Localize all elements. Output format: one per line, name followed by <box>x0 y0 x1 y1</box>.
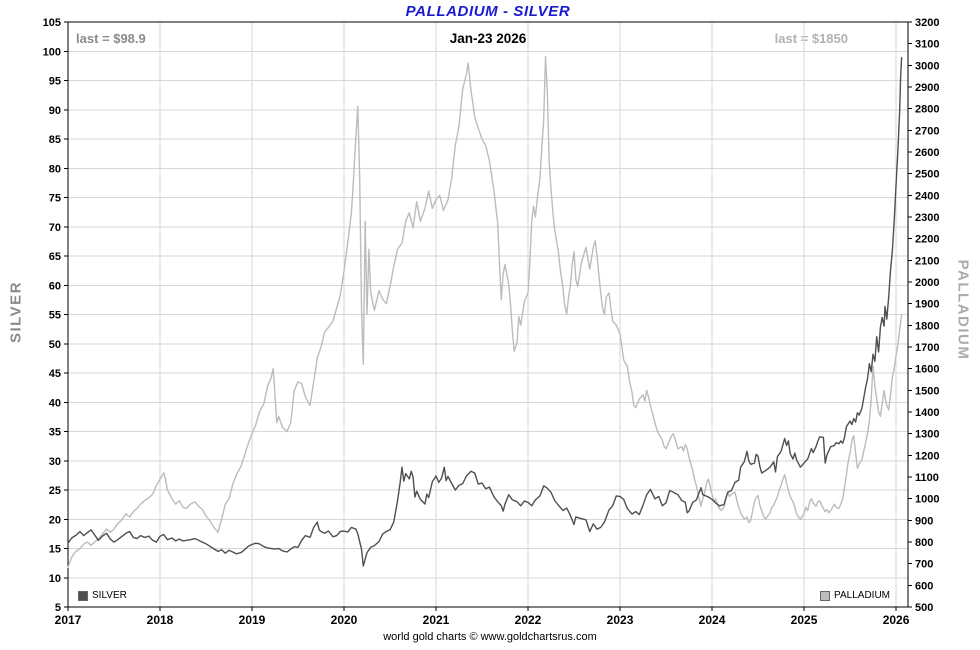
right-tick-label: 1900 <box>915 299 939 311</box>
right-tick-label: 2700 <box>915 125 939 137</box>
silver-legend-label: SILVER <box>92 590 127 601</box>
left-tick-label: 15 <box>49 544 61 556</box>
right-tick-label: 2600 <box>915 147 939 159</box>
x-tick-label: 2022 <box>515 613 542 627</box>
right-tick-label: 1000 <box>915 494 939 506</box>
left-tick-label: 105 <box>43 17 61 29</box>
left-tick-label: 75 <box>49 193 61 205</box>
left-tick-label: 90 <box>49 105 61 117</box>
x-tick-label: 2024 <box>699 613 726 627</box>
left-tick-label: 10 <box>49 573 61 585</box>
right-tick-label: 2100 <box>915 255 939 267</box>
silver-swatch-icon <box>78 590 88 601</box>
right-tick-label: 700 <box>915 559 933 571</box>
right-tick-label: 2300 <box>915 212 939 224</box>
credit-text: world gold charts © www.goldchartsrus.co… <box>383 631 597 643</box>
x-tick-label: 2025 <box>791 613 818 627</box>
x-tick-label: 2023 <box>607 613 634 627</box>
left-tick-label: 25 <box>49 485 61 497</box>
silver-last-label: last = $98.9 <box>76 31 146 46</box>
right-tick-label: 1200 <box>915 450 939 462</box>
palladium-swatch-icon <box>820 590 831 601</box>
right-tick-label: 1400 <box>915 407 939 419</box>
right-tick-label: 900 <box>915 515 933 527</box>
left-tick-label: 45 <box>49 368 61 380</box>
left-tick-label: 65 <box>49 251 61 263</box>
left-tick-label: 35 <box>49 427 61 439</box>
chart-title: PALLADIUM - SILVER <box>405 3 571 20</box>
left-tick-label: 50 <box>49 339 61 351</box>
left-tick-label: 30 <box>49 456 61 468</box>
palladium-legend: PALLADIUM <box>820 590 890 601</box>
right-tick-label: 1100 <box>915 472 939 484</box>
left-tick-label: 20 <box>49 514 61 526</box>
left-tick-label: 95 <box>49 76 61 88</box>
silver-price-line <box>67 57 903 567</box>
right-tick-label: 800 <box>915 537 933 549</box>
right-tick-label: 2400 <box>915 190 939 202</box>
x-tick-label: 2026 <box>883 613 910 627</box>
left-tick-label: 40 <box>49 397 61 409</box>
x-tick-label: 2019 <box>239 613 266 627</box>
date-label: Jan-23 2026 <box>449 31 527 46</box>
right-tick-label: 1500 <box>915 385 939 397</box>
right-tick-label: 600 <box>915 580 933 592</box>
right-tick-label: 3000 <box>915 60 939 72</box>
right-tick-label: 500 <box>915 602 933 614</box>
x-tick-label: 2020 <box>331 613 358 627</box>
right-tick-label: 2500 <box>915 169 939 181</box>
plot-border <box>67 21 909 608</box>
right-tick-label: 3200 <box>915 17 939 29</box>
left-tick-label: 100 <box>43 46 61 58</box>
right-tick-label: 2000 <box>915 277 939 289</box>
left-tick-label: 55 <box>49 310 61 322</box>
right-tick-label: 1800 <box>915 320 939 332</box>
left-tick-label: 5 <box>55 602 61 614</box>
right-tick-label: 3100 <box>915 39 939 51</box>
palladium-last-label: last = $1850 <box>774 31 848 46</box>
right-tick-label: 2900 <box>915 82 939 94</box>
left-tick-label: 60 <box>49 280 61 292</box>
right-tick-label: 1600 <box>915 364 939 376</box>
right-tick-label: 2800 <box>915 104 939 116</box>
x-tick-label: 2017 <box>55 613 82 627</box>
x-tick-label: 2018 <box>147 613 174 627</box>
left-tick-label: 85 <box>49 134 61 146</box>
silver-legend: SILVER <box>78 590 127 601</box>
palladium-price-line <box>67 56 903 569</box>
right-tick-label: 2200 <box>915 234 939 246</box>
right-tick-label: 1300 <box>915 429 939 441</box>
left-tick-label: 80 <box>49 163 61 175</box>
left-tick-label: 70 <box>49 222 61 234</box>
right-tick-label: 1700 <box>915 342 939 354</box>
x-tick-label: 2021 <box>423 613 450 627</box>
palladium-legend-label: PALLADIUM <box>834 590 890 601</box>
